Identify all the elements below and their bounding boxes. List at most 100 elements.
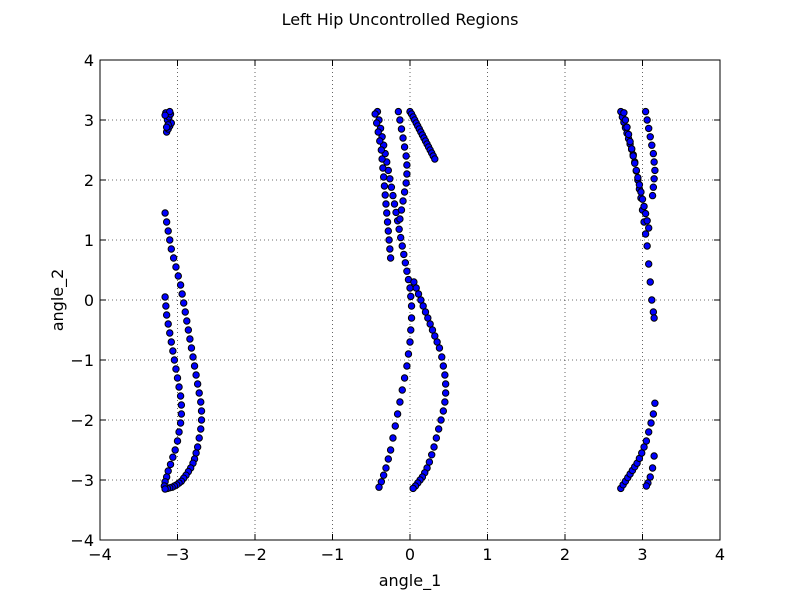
scatter-point [441, 380, 450, 388]
scatter-point [375, 483, 383, 491]
scatter-point [402, 179, 410, 187]
scatter-point [649, 183, 658, 191]
scatter-point [431, 155, 439, 163]
y-tick-label: −4 [70, 531, 94, 550]
scatter-point [400, 143, 409, 151]
scatter-point [396, 215, 404, 223]
scatter-point [648, 191, 657, 200]
scatter-point [646, 473, 654, 481]
scatter-point [379, 164, 387, 172]
scatter-point [400, 374, 409, 382]
scatter-point [424, 314, 432, 322]
scatter-point [197, 425, 205, 433]
scatter-point [175, 428, 183, 436]
scatter-point [167, 245, 176, 253]
scatter-point [435, 344, 444, 352]
scatter-point [180, 299, 188, 307]
scatter-point [393, 410, 402, 418]
scatter-point [377, 146, 386, 154]
scatter-point [190, 362, 199, 370]
scatter-point [406, 338, 414, 346]
scatter-point [381, 191, 389, 199]
scatter-point [406, 284, 414, 292]
scatter-point [400, 250, 408, 259]
scatter-point [431, 332, 439, 340]
scatter-point [640, 202, 648, 211]
scatter-point [389, 191, 397, 200]
scatter-point [428, 451, 436, 459]
scatter-point [643, 217, 651, 225]
scatter-point [386, 245, 394, 253]
scatter-point [396, 116, 404, 124]
scatter-point [398, 386, 406, 394]
scatter-point [417, 296, 425, 304]
scatter-point [176, 392, 185, 400]
scatter-point [398, 242, 406, 250]
scatter-point [384, 455, 392, 463]
x-tick-label: −3 [166, 545, 190, 564]
scatter-point [403, 362, 411, 370]
scatter-point [176, 419, 185, 427]
scatter-point [164, 467, 172, 475]
scatter-point [412, 284, 420, 292]
scatter-point [402, 152, 410, 160]
scatter-point [382, 200, 390, 208]
scatter-point [389, 434, 397, 442]
scatter-point [386, 254, 395, 262]
x-axis-label: angle_1 [379, 571, 442, 591]
scatter-point [161, 209, 169, 217]
scatter-point [648, 141, 656, 149]
scatter-point [372, 119, 381, 127]
scatter-point [166, 236, 174, 244]
scatter-point [399, 134, 407, 142]
scatter-point [432, 434, 441, 442]
scatter-point [169, 453, 177, 461]
scatter-point [396, 398, 404, 406]
scatter-point [403, 161, 411, 169]
scatter-point [169, 254, 178, 262]
scatter-point [172, 263, 180, 271]
x-tick-label: 2 [560, 545, 570, 564]
scatter-point [378, 155, 386, 163]
scatter-point [650, 175, 658, 183]
scatter-point [399, 197, 407, 205]
grid-lines [100, 60, 720, 540]
scatter-point [645, 260, 653, 268]
scatter-point [161, 111, 169, 119]
y-tick-label: −2 [70, 411, 94, 430]
scatter-point [186, 335, 194, 343]
scatter-point [374, 128, 382, 136]
scatter-point [386, 446, 395, 454]
scatter-point [646, 278, 654, 286]
scatter-point [645, 224, 653, 232]
scatter-point [631, 159, 639, 167]
scatter-point [161, 485, 169, 493]
x-tick-label: 0 [405, 545, 415, 564]
scatter-point [409, 484, 417, 493]
y-tick-label: 2 [84, 171, 94, 190]
scatter-point [177, 401, 186, 409]
scatter-point [635, 181, 644, 189]
scatter-point [651, 166, 659, 175]
scatter-point [379, 173, 388, 181]
scatter-point [183, 317, 191, 325]
scatter-point [641, 209, 650, 218]
scatter-point [397, 233, 405, 242]
scatter-point [410, 278, 418, 286]
scatter-point [197, 398, 205, 406]
scatter-point [197, 416, 206, 424]
scatter-point [162, 218, 171, 226]
scatter-point [164, 320, 172, 328]
scatter-point [162, 311, 171, 319]
scatter-point [434, 425, 443, 433]
scatter-point [648, 296, 656, 304]
scatter-point [390, 200, 399, 208]
scatter-point [192, 371, 200, 379]
scatter-point [441, 371, 449, 379]
scatter-point [438, 353, 446, 361]
scatter-point [407, 314, 416, 322]
scatter-point [439, 362, 448, 370]
scatter-point [641, 230, 650, 238]
x-tick-label: 4 [715, 545, 725, 564]
scatter-point [387, 183, 396, 191]
